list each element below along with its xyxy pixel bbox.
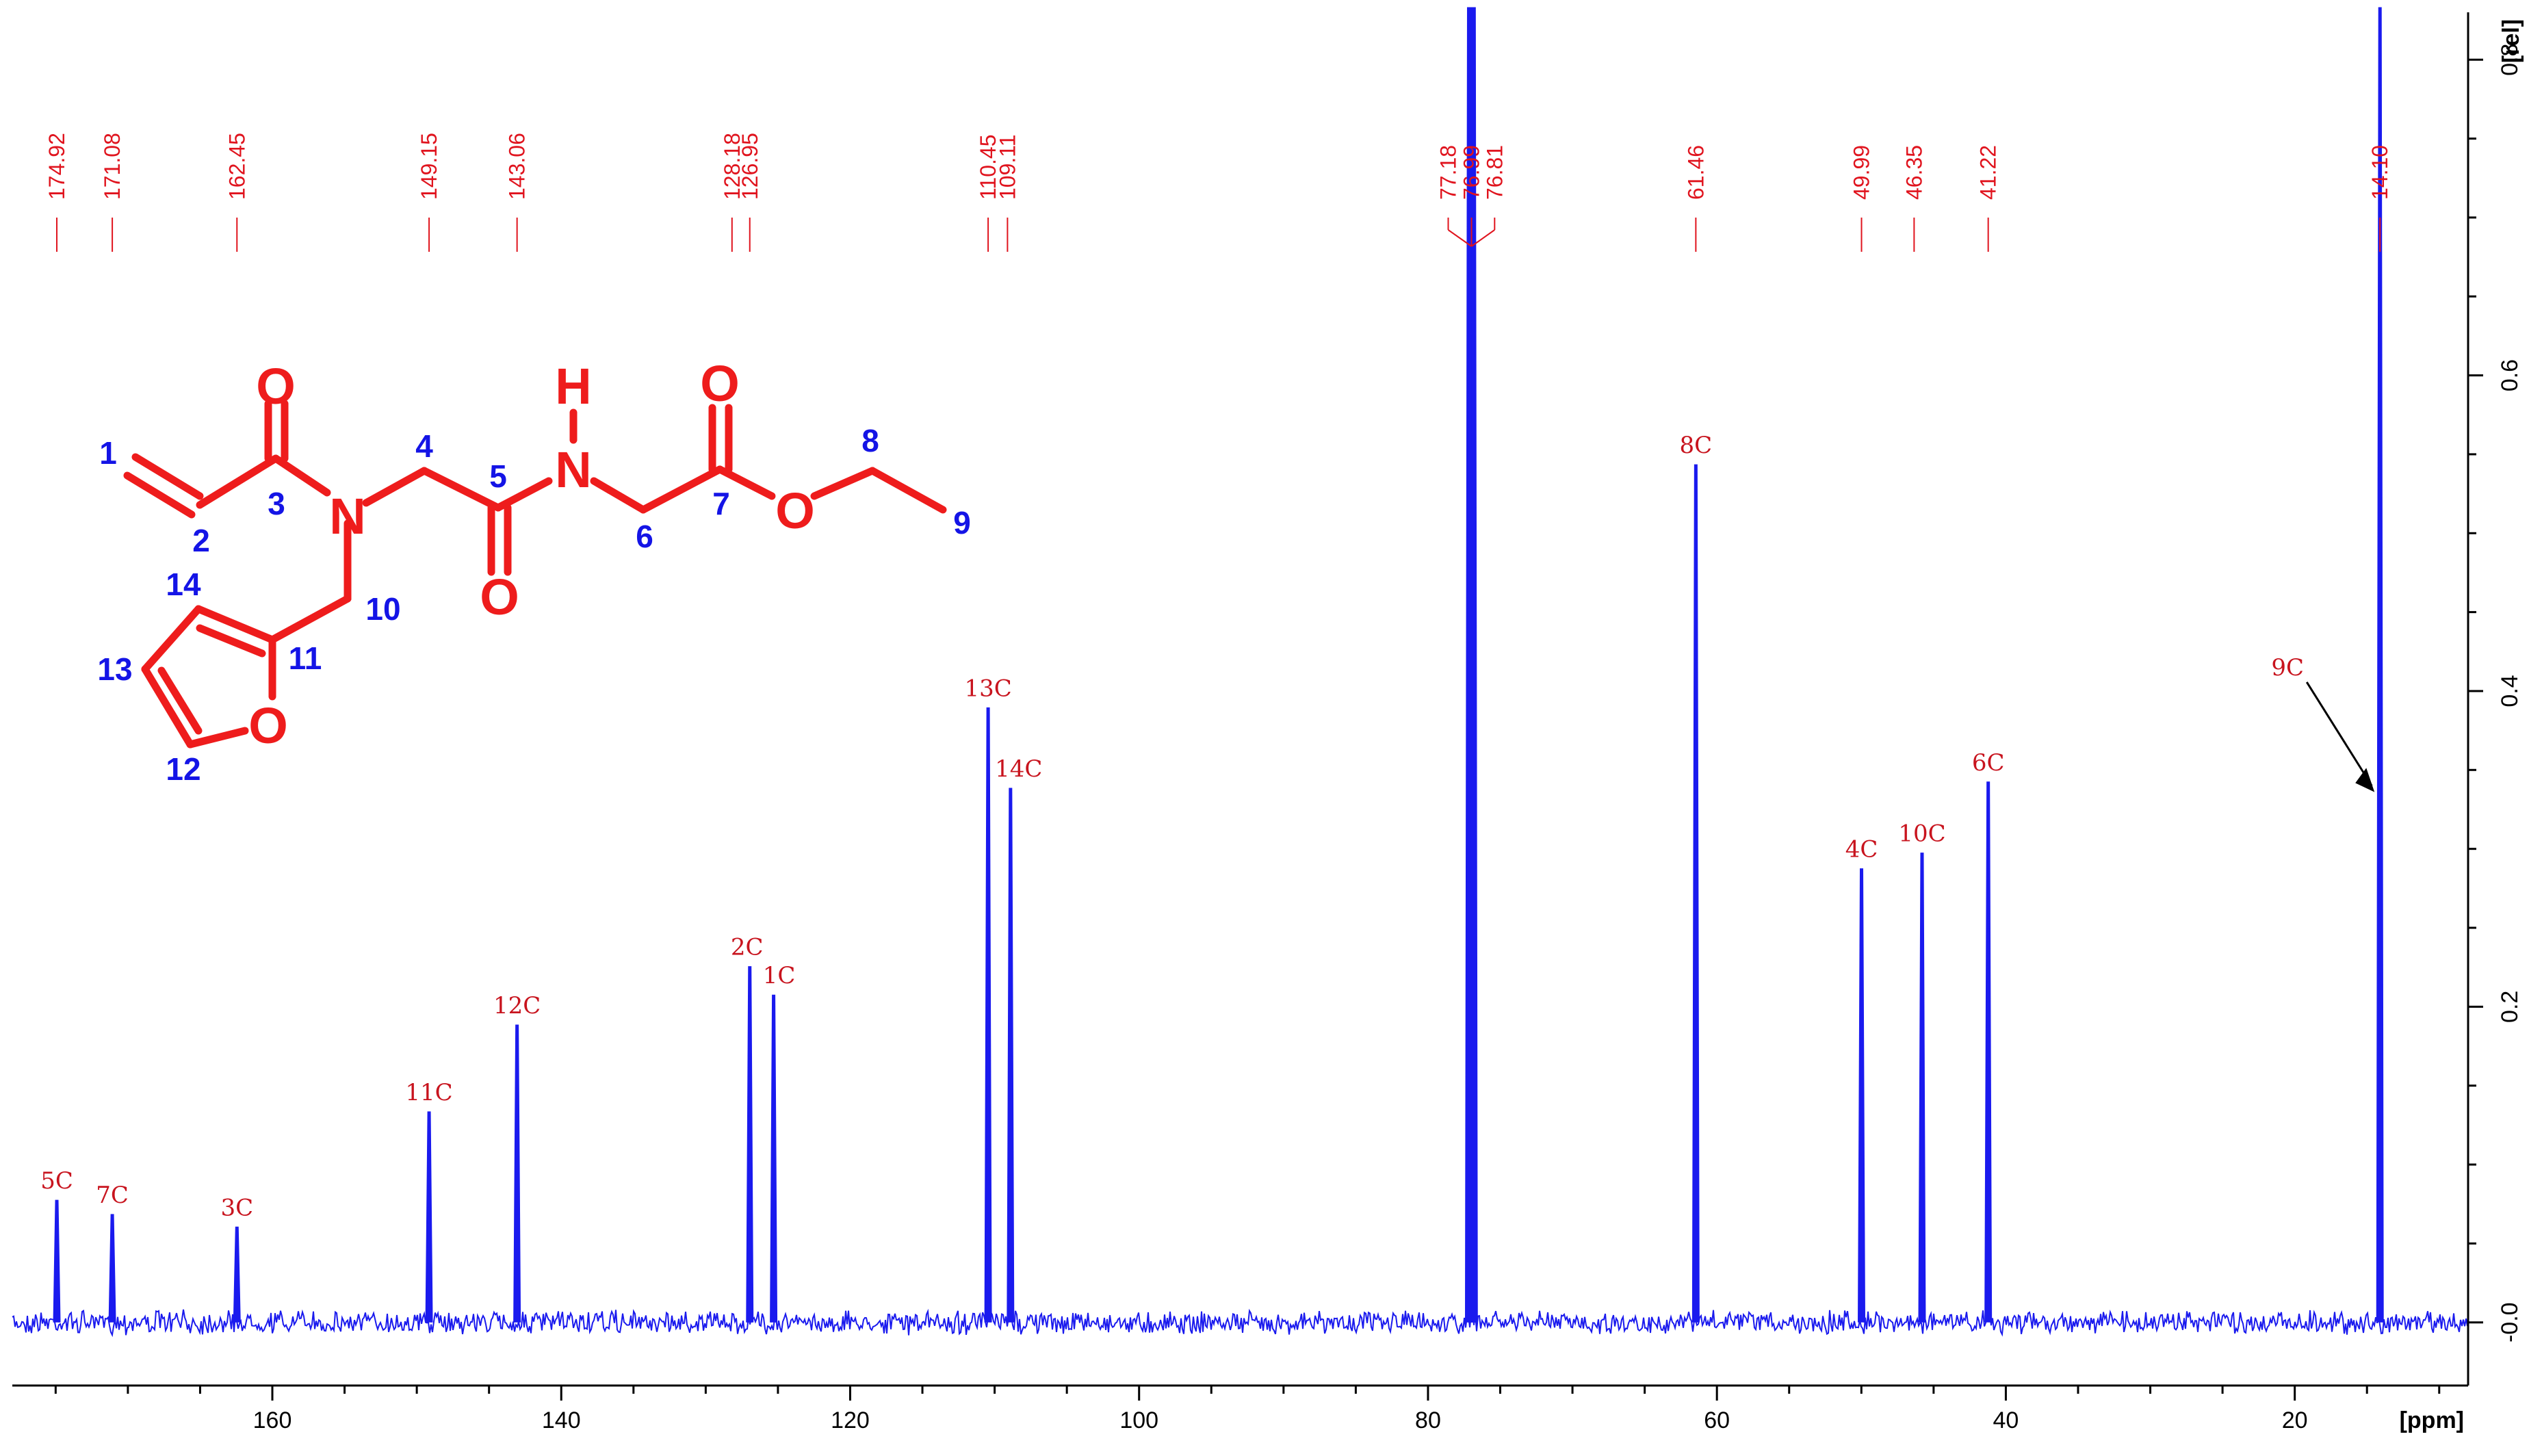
assignment-label: 2C	[731, 934, 764, 961]
y-axis-label: [rel]	[2498, 19, 2524, 63]
y-tick-label: 0.6	[2497, 359, 2523, 391]
peak-tick	[1447, 229, 1473, 247]
atom-number-9: 9	[953, 505, 971, 541]
assignment-label: 13C	[964, 675, 1011, 702]
peak-6	[770, 994, 778, 1323]
atom-number-2: 2	[192, 523, 210, 558]
arrow-9c	[2305, 681, 2373, 787]
molecule-structure: O N O H N O O O 1 2 3 4 5 6 7 8 9 10 11 …	[97, 355, 970, 787]
peak-12	[1691, 464, 1700, 1323]
atom-number-3: 3	[268, 486, 285, 521]
atom-O-5: O	[480, 569, 519, 625]
x-tick-label: 20	[2282, 1407, 2308, 1433]
peak-labels: 174.92 171.08 162.45 149.15 143.06 128.18126.…	[44, 133, 2392, 252]
peak-value-label: 76.81	[1482, 145, 1507, 200]
assignment-label: 14C	[995, 755, 1042, 783]
y-tick-label: 0.2	[2497, 991, 2523, 1023]
peak-7	[984, 707, 992, 1323]
peak-14	[1918, 853, 1926, 1323]
peak-4	[513, 1024, 521, 1323]
baseline-noise	[12, 1308, 2468, 1338]
x-tick-label: 60	[1704, 1407, 1730, 1433]
x-tick-label: 120	[831, 1407, 870, 1433]
peak-value-label: 143.06	[505, 133, 530, 200]
peak-value-label: 109.11	[995, 135, 1020, 200]
peak-3	[425, 1111, 433, 1323]
peak-13	[1858, 868, 1866, 1323]
peak-5	[746, 966, 754, 1323]
atom-O-7: O	[700, 355, 740, 412]
peak-1	[108, 1214, 116, 1323]
assignment-label: 9C	[2271, 654, 2304, 681]
axes: 160 140 120 100 80 60 40 20 [ppm] -0.0 0.2 0.4 0.6 0.…	[12, 12, 2524, 1433]
atom-O-ester: O	[775, 482, 815, 539]
y-tick-label: 0.8	[2497, 44, 2523, 76]
atom-number-8: 8	[861, 423, 879, 458]
assignment-label: 1C	[763, 962, 796, 989]
peak-value-label: 126.95	[738, 133, 762, 200]
assignment-label: 12C	[493, 992, 541, 1019]
peak-value-label: 61.46	[1683, 145, 1708, 200]
atom-number-11: 11	[289, 640, 322, 676]
assignment-label: 5C	[40, 1167, 73, 1195]
atom-H: H	[555, 358, 591, 415]
arrow-head	[2355, 768, 2375, 792]
atom-number-13: 13	[97, 651, 132, 687]
atom-number-7: 7	[712, 486, 730, 521]
x-tick-label: 80	[1415, 1407, 1441, 1433]
peak-value-label: 46.35	[1902, 145, 1926, 200]
assignment-label: 10C	[1898, 820, 1945, 848]
peak-value-label: 174.92	[44, 133, 69, 200]
atom-number-6: 6	[636, 519, 653, 554]
peak-value-label: 171.08	[100, 133, 125, 200]
assignment-label: 11C	[405, 1079, 452, 1106]
atom-number-1: 1	[99, 435, 117, 471]
assignment-label: 4C	[1845, 836, 1878, 863]
assignment-label: 6C	[1972, 749, 2005, 777]
peak-value-label: 110.45	[976, 135, 1000, 200]
spectrum-trace	[12, 7, 2468, 1338]
assignment-label: 8C	[1680, 432, 1713, 459]
peak-11	[1470, 7, 1478, 1323]
peak-value-label: 41.22	[1976, 145, 2001, 200]
peak-15	[1984, 781, 1993, 1323]
atom-number-10: 10	[365, 591, 400, 627]
x-axis-label: [ppm]	[2400, 1407, 2464, 1433]
peak-2	[233, 1226, 241, 1323]
peak-value-label: 149.15	[417, 133, 441, 200]
atom-number-5: 5	[489, 458, 507, 494]
peak-0	[53, 1199, 61, 1323]
atom-number-12: 12	[166, 751, 200, 787]
x-tick-label: 140	[542, 1407, 581, 1433]
x-tick-label: 160	[253, 1407, 292, 1433]
peak-value-label: 76.99	[1459, 145, 1483, 200]
peak-value-label: 128.18	[720, 133, 744, 200]
y-tick-label: 0.4	[2497, 675, 2523, 707]
assignment-label: 3C	[220, 1194, 253, 1221]
atom-O-3: O	[256, 358, 296, 415]
peak-16	[2376, 7, 2384, 1323]
peak-tick	[1470, 229, 1495, 247]
atom-number-14: 14	[166, 567, 201, 602]
y-tick-label: -0.0	[2497, 1302, 2523, 1342]
assignment-label: 7C	[96, 1182, 129, 1209]
peak-8	[1007, 788, 1015, 1323]
peak-value-label: 77.18	[1436, 145, 1460, 200]
x-tick-label: 100	[1119, 1407, 1158, 1433]
atom-number-4: 4	[415, 428, 433, 464]
x-tick-label: 40	[1993, 1407, 2019, 1433]
peak-value-label: 162.45	[224, 133, 249, 200]
atom-N-H: N	[555, 441, 591, 498]
peak-value-label: 14.10	[2368, 145, 2392, 200]
atom-O-furan: O	[248, 697, 288, 754]
atom-N-amide: N	[329, 488, 365, 545]
peak-value-label: 49.99	[1850, 145, 1874, 200]
